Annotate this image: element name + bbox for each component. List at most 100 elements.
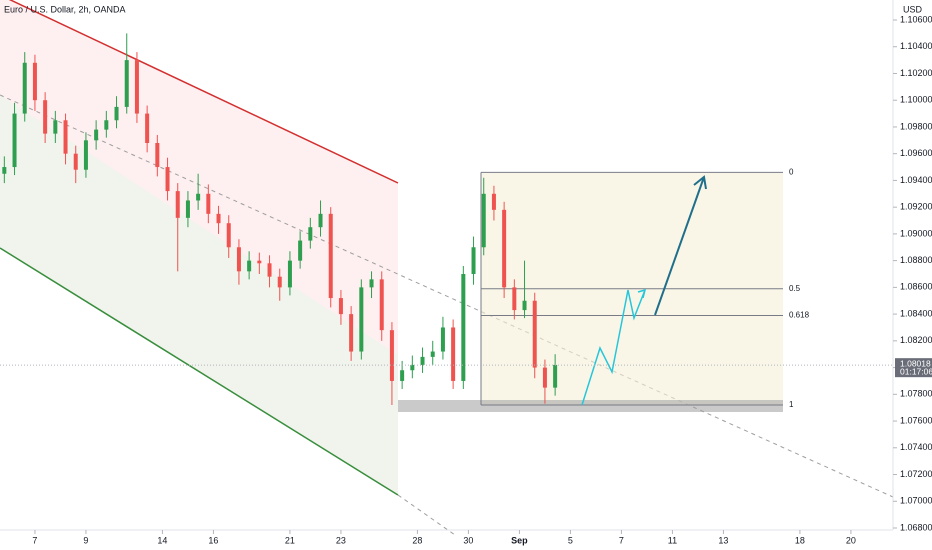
candle-body xyxy=(491,193,496,210)
candle-body xyxy=(512,287,517,311)
candle-body xyxy=(145,113,150,143)
x-tick-label: Sep xyxy=(511,535,528,545)
candle-body xyxy=(43,100,48,134)
x-tick-label: 9 xyxy=(83,535,88,545)
candle-body xyxy=(165,167,170,192)
candle-body xyxy=(267,263,272,277)
channel-lower-fill xyxy=(0,95,398,495)
y-tick-label: 1.08800 xyxy=(900,255,932,265)
candle-body xyxy=(83,140,88,170)
x-tick-label: 23 xyxy=(336,535,346,545)
y-tick-label: 1.10200 xyxy=(900,68,932,78)
y-tick-label: 1.08400 xyxy=(900,308,932,318)
candle-body xyxy=(369,279,374,288)
y-tick-label: 1.09600 xyxy=(900,148,932,158)
channel-top-line xyxy=(8,0,399,184)
candle-body xyxy=(114,106,119,121)
target-arrow xyxy=(654,176,705,316)
x-tick-label: 28 xyxy=(412,535,422,545)
candle-body xyxy=(155,142,160,168)
last-price-label: 1.08018 xyxy=(900,358,931,368)
x-tick-label: 7 xyxy=(619,535,624,545)
candle-body xyxy=(216,213,221,224)
last-price-box xyxy=(895,358,932,378)
candle-body xyxy=(542,367,547,388)
candle-body xyxy=(338,298,343,315)
projection-path xyxy=(581,289,646,406)
candle-body xyxy=(32,62,37,101)
y-tick-label: 1.10600 xyxy=(900,14,932,24)
y-tick-label: 1.08600 xyxy=(900,282,932,292)
y-tick-label: 1.09400 xyxy=(900,175,932,185)
x-tick-label: 14 xyxy=(157,535,167,545)
axes: 1.10600 1.10400 1.10200 1.10000 1.09800 1.096… xyxy=(0,14,932,545)
candle-body xyxy=(318,213,323,228)
x-tick-label: 18 xyxy=(795,535,805,545)
candle-body xyxy=(185,200,190,218)
y-tick-label: 1.09200 xyxy=(900,202,932,212)
candle-body xyxy=(196,193,201,201)
candle-body xyxy=(328,213,333,299)
candle-body xyxy=(134,60,139,114)
support-zone xyxy=(398,400,783,412)
x-tick-label: 20 xyxy=(846,535,856,545)
y-tick-label: 1.07400 xyxy=(900,442,932,452)
candle-body xyxy=(287,260,292,288)
candle-body xyxy=(400,370,405,381)
candle-body xyxy=(298,240,303,261)
axis-unit: USD xyxy=(903,4,923,14)
candle-body xyxy=(206,193,211,214)
x-tick-label: 5 xyxy=(568,535,573,545)
candle-body xyxy=(73,153,78,170)
candle-body xyxy=(247,260,252,272)
candle-body xyxy=(471,247,476,274)
channel-bottom-line xyxy=(0,247,399,496)
x-tick-label: 7 xyxy=(32,535,37,545)
candle-body xyxy=(430,351,435,357)
candle-body xyxy=(236,247,241,272)
candle-body xyxy=(379,279,384,331)
candle-body xyxy=(257,260,262,264)
y-tick-label: 1.06800 xyxy=(900,522,932,532)
y-tick-label: 1.09800 xyxy=(900,121,932,131)
candle-body xyxy=(502,209,507,288)
candle-body xyxy=(420,356,425,365)
y-tick-label: 1.08200 xyxy=(900,335,932,345)
x-tick-label: 13 xyxy=(718,535,728,545)
candle-body xyxy=(175,191,180,218)
channel-mid-dashed xyxy=(0,94,894,498)
candle-body xyxy=(63,120,68,154)
y-tick-label: 1.07200 xyxy=(900,469,932,479)
y-tick-label: 1.07000 xyxy=(900,496,932,506)
candle-body xyxy=(94,129,99,141)
target-arrowhead xyxy=(693,175,707,190)
fib-group: 0 0.5 0.618 1 xyxy=(480,168,810,409)
candle-body xyxy=(124,60,129,107)
candle-body xyxy=(308,227,313,241)
candle-body xyxy=(12,113,17,168)
y-tick-label: 1.07800 xyxy=(900,389,932,399)
candle-body xyxy=(481,193,486,248)
y-tick-label: 1.07600 xyxy=(900,415,932,425)
fib-label: 0 xyxy=(789,168,794,177)
x-tick-label: 11 xyxy=(668,535,677,545)
y-tick-label: 1.09000 xyxy=(900,228,932,238)
candle-body xyxy=(349,314,354,352)
countdown: 01:17:06 xyxy=(900,366,932,376)
candle-body xyxy=(22,62,27,114)
y-tick-label: 1.10000 xyxy=(900,95,932,105)
candle-body xyxy=(359,287,364,352)
candle-body xyxy=(53,120,58,134)
fib-label: 1 xyxy=(789,400,794,409)
candle-body xyxy=(532,300,537,368)
candle-body xyxy=(553,364,558,388)
candle-body xyxy=(389,330,394,381)
x-tick-label: 21 xyxy=(285,535,295,545)
candle-body xyxy=(226,223,231,248)
candles xyxy=(2,33,558,406)
channel-upper-fill xyxy=(0,0,398,355)
candle-body xyxy=(451,327,456,381)
candle-body xyxy=(277,276,282,288)
candle-body xyxy=(2,167,7,174)
